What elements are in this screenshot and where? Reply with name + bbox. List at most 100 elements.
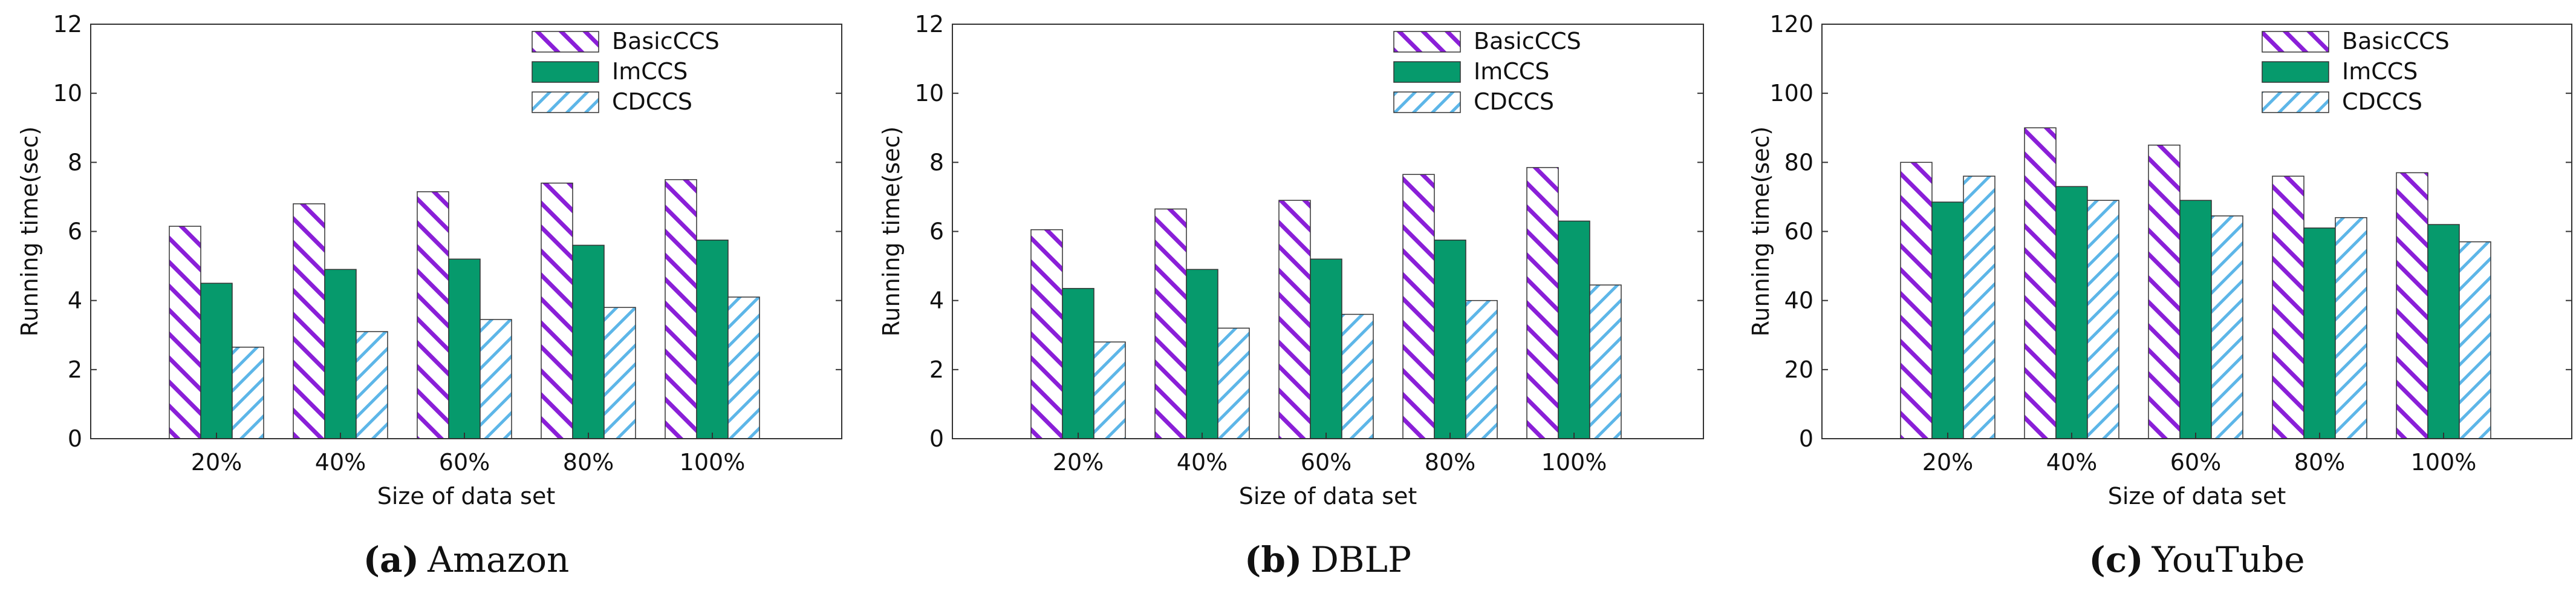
panel-caption: (c) YouTube [2089,539,2304,580]
x-tick-label: 20% [1922,449,1973,476]
bar-basicccs-40pct [1154,208,1187,439]
x-tick-label: 20% [1053,449,1104,476]
bar-basicccs-20pct [1900,162,1933,439]
bar-cdccs-80pct [603,307,636,439]
bar-basicccs-60pct [1278,200,1311,439]
x-tick-label: 60% [1301,449,1351,476]
legend-swatch-imccs [1393,61,1461,83]
bar-imccs-80pct [1434,240,1466,439]
caption-letter: (b) [1244,539,1302,580]
legend-swatch-imccs [2262,61,2329,83]
y-axis-label: Running time(sec) [1748,126,1774,336]
legend-label-basicccs: BasicCCS [1474,28,1581,54]
y-axis-label: Running time(sec) [878,126,905,336]
y-tick-label: 12 [53,11,82,38]
chart-panel-youtube: 0 20 40 60 80 100 120 20% 40% 60% 80% 100% Size of d… [1748,11,2572,580]
legend-swatch-imccs [532,61,599,83]
x-tick-label: 80% [2294,449,2345,476]
caption-name: Amazon [427,539,569,580]
bar-basicccs-80pct [2272,175,2304,439]
legend-label-imccs: ImCCS [2342,58,2418,85]
x-tick-label: 100% [680,449,746,476]
bar-cdccs-100pct [1589,284,1622,439]
x-tick-label: 40% [315,449,366,476]
y-tick-label: 20 [1784,356,1813,383]
bar-cdccs-100pct [727,296,760,439]
bar-cdccs-40pct [1217,327,1250,439]
y-tick-label: 10 [915,80,944,106]
x-tick-label: 40% [2046,449,2097,476]
x-tick-label: 20% [191,449,242,476]
legend-label-basicccs: BasicCCS [612,28,720,54]
legend: BasicCCS ImCCS CDCCS [2262,28,2450,115]
y-tick-label: 6 [68,218,82,245]
bar-imccs-20pct [1062,287,1094,439]
x-tick-label: 60% [2170,449,2221,476]
bar-basicccs-60pct [2148,145,2181,439]
bar-imccs-20pct [1931,201,1964,439]
bar-cdccs-80pct [1465,300,1498,439]
legend: BasicCCS ImCCS CDCCS [1393,28,1581,115]
legend-swatch-cdccs [1393,91,1461,113]
bar-imccs-60pct [448,258,481,439]
chart-panel-amazon: 0 2 4 6 8 10 12 20% 40% 60% 80% 100% Size of data se… [16,11,842,580]
legend-swatch-basicccs [532,31,599,53]
bar-basicccs-20pct [1030,229,1063,439]
x-tick-label: 80% [563,449,614,476]
caption-letter: (a) [363,539,419,580]
bar-imccs-80pct [2303,228,2336,439]
bar-basicccs-60pct [417,191,449,439]
y-tick-label: 4 [929,287,944,314]
legend-label-basicccs: BasicCCS [2342,28,2450,54]
x-axis-label: Size of data set [1239,483,1417,509]
x-axis-label: Size of data set [377,483,556,509]
bar-imccs-40pct [1186,269,1218,439]
y-tick-label: 0 [1799,425,1813,452]
bar-basicccs-80pct [1402,174,1435,439]
bar-cdccs-60pct [1341,313,1374,439]
legend-swatch-cdccs [532,91,599,113]
y-tick-label: 2 [929,356,944,383]
y-tick-label: 100 [1769,80,1813,106]
legend-label-imccs: ImCCS [612,58,688,85]
bar-imccs-80pct [572,244,605,439]
bar-cdccs-40pct [2087,200,2119,439]
bar-cdccs-20pct [1963,175,1995,439]
chart-panel-dblp: 0 2 4 6 8 10 12 20% 40% 60% 80% 100% Size of data se… [878,11,1704,580]
bar-imccs-100pct [2427,224,2460,439]
legend-swatch-cdccs [2262,91,2329,113]
y-tick-label: 6 [929,218,944,245]
bar-imccs-60pct [2179,200,2212,439]
y-tick-label: 0 [68,425,82,452]
y-tick-label: 80 [1784,149,1813,175]
bar-basicccs-100pct [1526,167,1559,439]
caption-name: YouTube [2152,539,2305,580]
bar-cdccs-60pct [2211,215,2243,439]
bar-cdccs-20pct [1093,341,1126,439]
bar-imccs-20pct [200,283,233,439]
bar-imccs-100pct [696,240,729,439]
y-tick-label: 120 [1769,11,1813,38]
bar-basicccs-40pct [293,203,325,439]
y-tick-label: 10 [53,80,82,106]
y-tick-label: 40 [1784,287,1813,314]
legend-label-imccs: ImCCS [1474,58,1549,85]
bar-basicccs-40pct [2024,127,2057,439]
bar-imccs-60pct [1310,258,1342,439]
bar-cdccs-100pct [2459,241,2491,439]
bar-basicccs-80pct [541,182,573,439]
bar-imccs-100pct [1558,220,1590,439]
y-axis-label: Running time(sec) [16,126,43,336]
bar-cdccs-40pct [356,331,388,439]
legend-label-cdccs: CDCCS [612,88,692,115]
bar-cdccs-60pct [480,319,512,439]
y-tick-label: 8 [68,149,82,175]
y-tick-label: 12 [915,11,944,38]
legend: BasicCCS ImCCS CDCCS [532,28,720,115]
panel-caption: (b) DBLP [1244,539,1411,580]
x-tick-label: 60% [439,449,490,476]
caption-name: DBLP [1310,539,1411,580]
legend-swatch-basicccs [1393,31,1461,53]
legend-swatch-basicccs [2262,31,2329,53]
x-tick-label: 40% [1177,449,1228,476]
